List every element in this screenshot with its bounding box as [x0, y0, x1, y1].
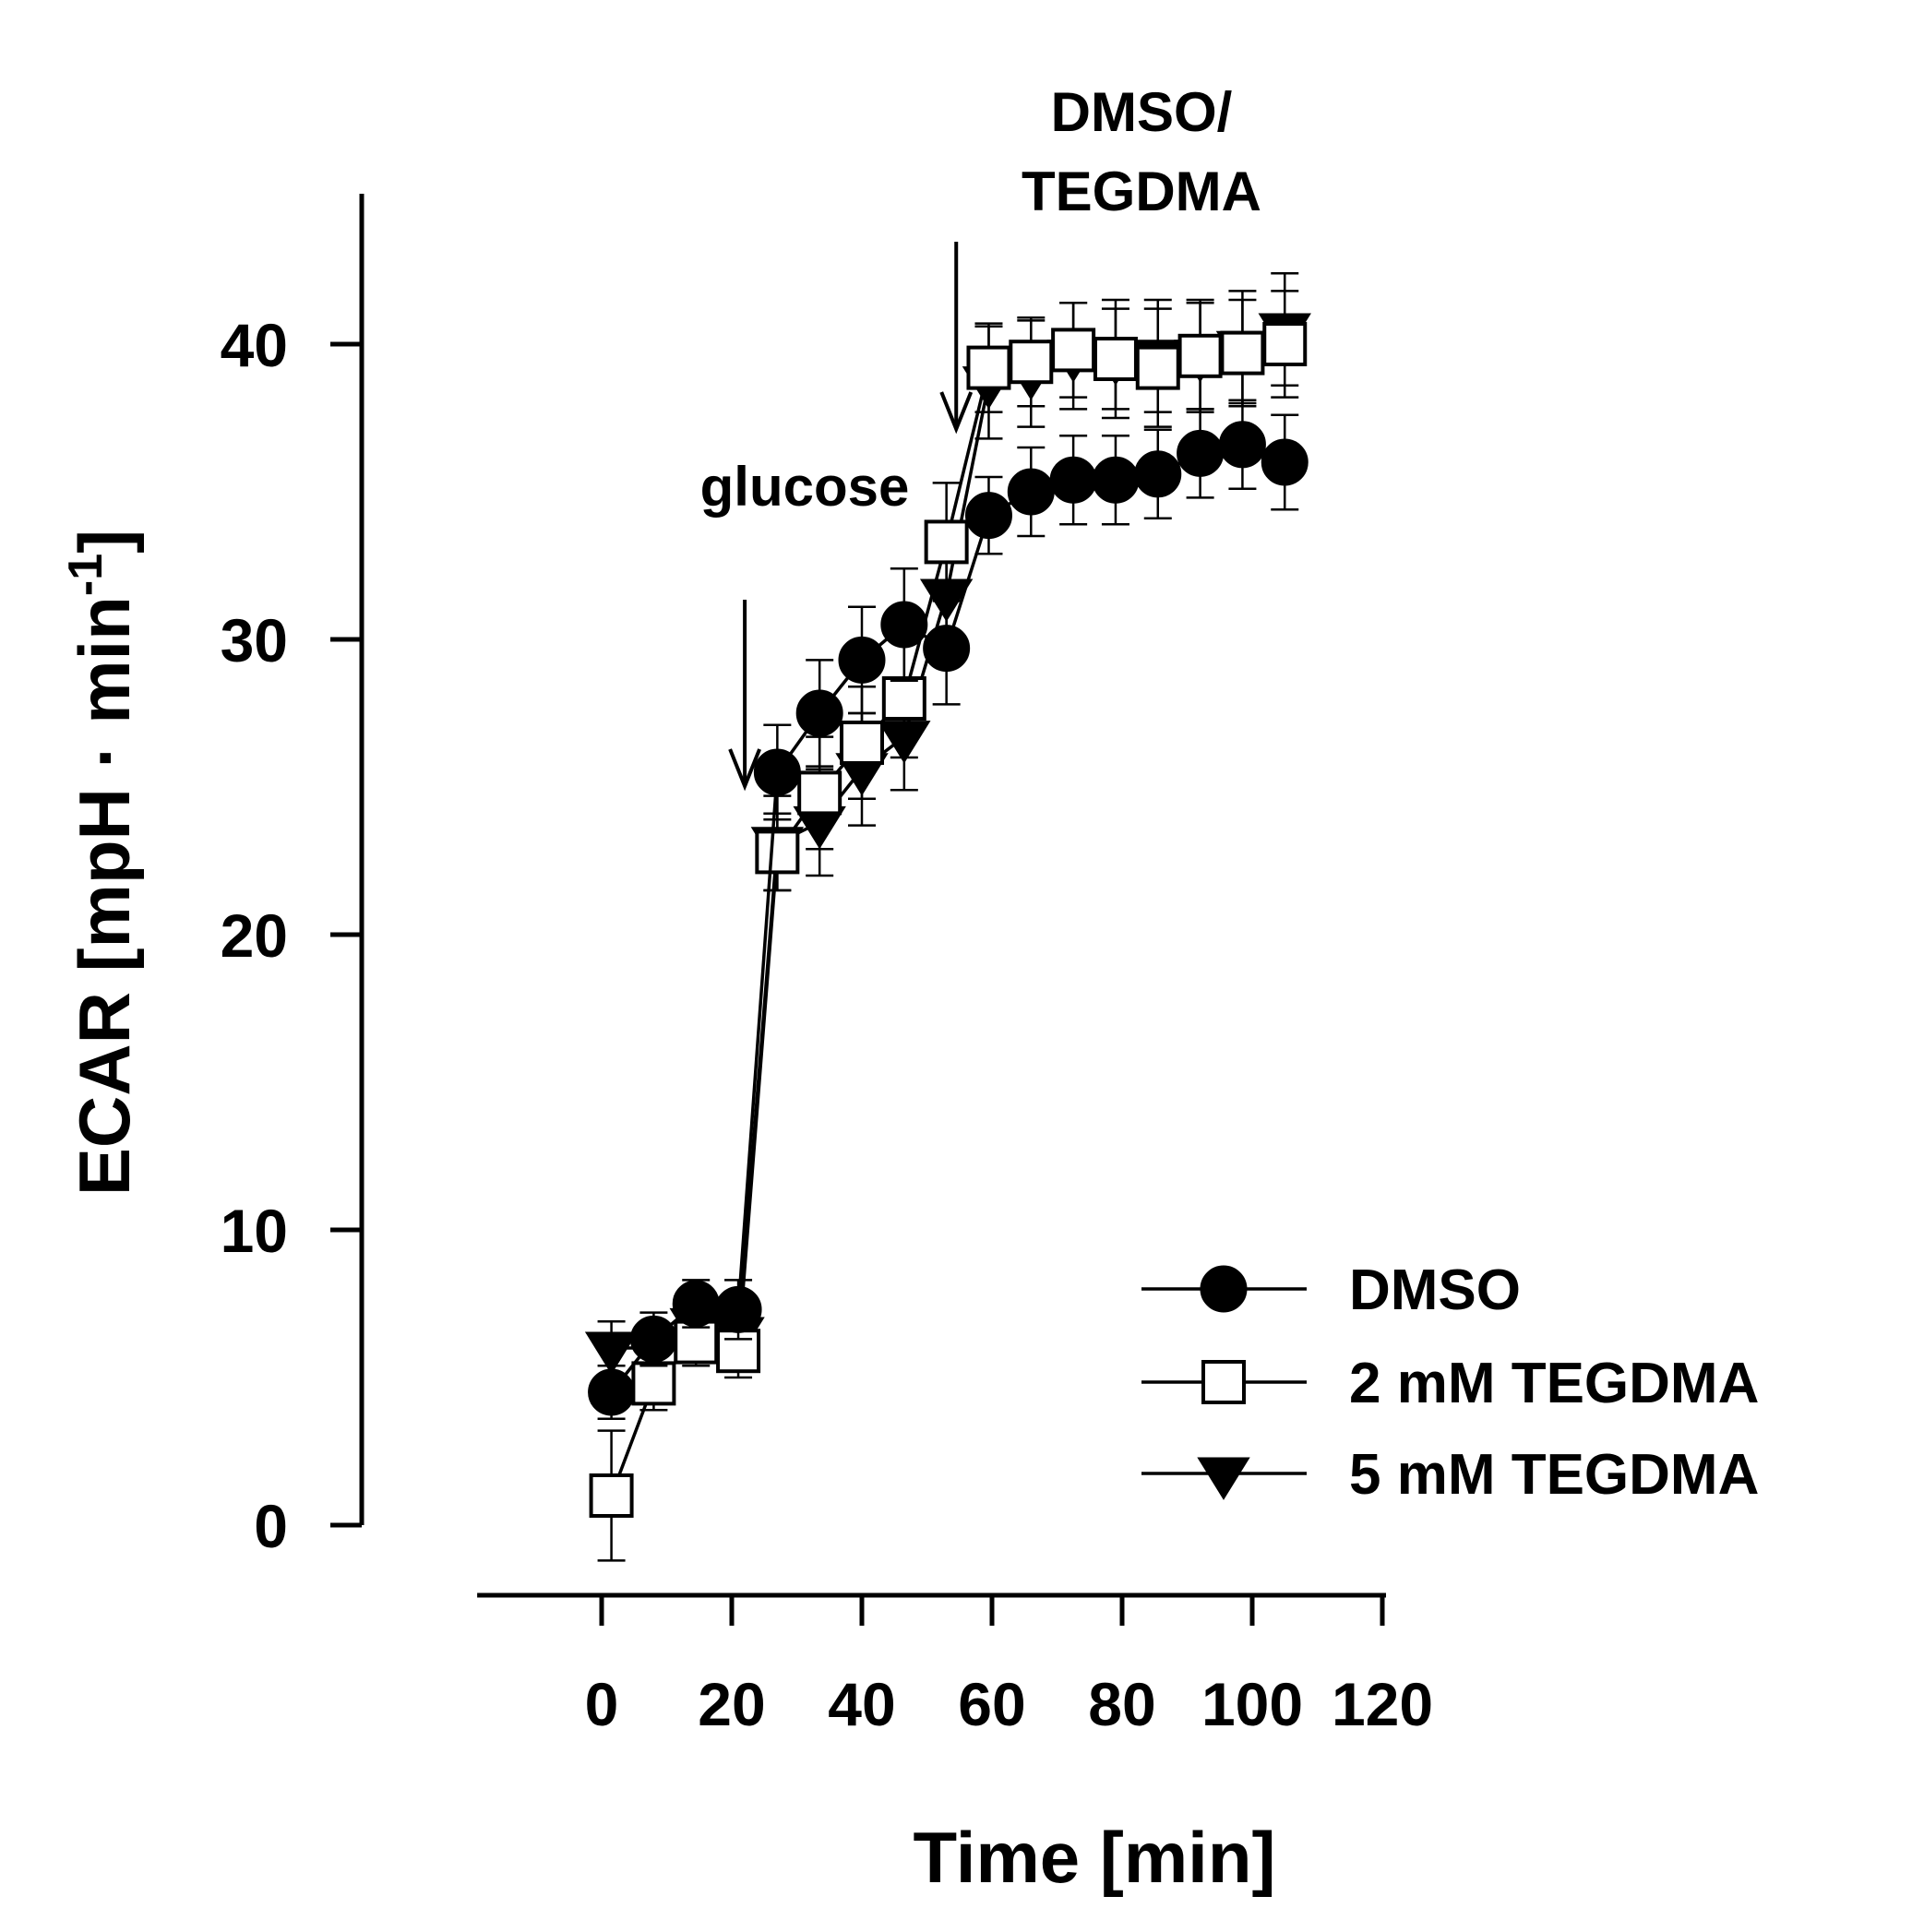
- axes: 0 10 20 30 40 0 20 40 60 80 100 120 Time [min] ECAR […: [59, 194, 1433, 1898]
- y-tick-label: 10: [221, 1197, 288, 1265]
- data-point-dmso: [923, 625, 971, 673]
- data-point-dmso: [753, 748, 801, 796]
- annotation-treatment-label: TEGDMA: [1022, 161, 1261, 222]
- x-tick-label: 60: [958, 1670, 1025, 1738]
- annotations: glucose DMSO/TEGDMA: [700, 81, 1261, 792]
- data-point-2-mm-tegdma: [966, 345, 1011, 390]
- legend-label-dmso: DMSO: [1349, 1258, 1521, 1322]
- data-point-dmso: [838, 636, 886, 684]
- x-tick-label: 80: [1088, 1670, 1155, 1738]
- x-tick-label: 100: [1201, 1670, 1303, 1738]
- x-tick-label: 20: [698, 1670, 765, 1738]
- y-tick-label: 20: [221, 901, 288, 970]
- legend-label-5-mm-tegdma: 5 mM TEGDMA: [1349, 1443, 1759, 1507]
- data-point-dmso: [672, 1280, 720, 1328]
- y-tick-label: 0: [254, 1492, 288, 1560]
- x-axis-title: Time [min]: [914, 1817, 1276, 1898]
- legend-marker-dmso: [1200, 1265, 1248, 1313]
- legend-entry-dmso: DMSO: [1141, 1258, 1521, 1322]
- data-point-dmso: [1177, 429, 1225, 477]
- y-axis-title-close: ]: [64, 530, 145, 554]
- data-point-2-mm-tegdma: [1262, 322, 1308, 366]
- data-point-2-mm-tegdma: [797, 770, 842, 816]
- annotation-glucose-arrow: [728, 600, 761, 792]
- data-point-2-mm-tegdma: [1051, 328, 1096, 373]
- annotation-treatment-label: DMSO/: [1051, 81, 1233, 143]
- legend-entry-2-mm-tegdma: 2 mM TEGDMA: [1141, 1352, 1759, 1415]
- y-axis-title-main: ECAR [mpH · min: [64, 596, 145, 1196]
- data-point-2-mm-tegdma: [840, 721, 884, 765]
- data-point-dmso: [1261, 438, 1309, 486]
- data-point-2-mm-tegdma: [589, 1473, 634, 1518]
- y-tick-label: 40: [221, 311, 288, 379]
- data-point-2-mm-tegdma: [881, 676, 926, 721]
- legend: DMSO 2 mM TEGDMA 5 mM TEGDMA: [1141, 1258, 1759, 1507]
- legend-marker-2-mm-tegdma: [1201, 1360, 1246, 1404]
- legend-label-2-mm-tegdma: 2 mM TEGDMA: [1349, 1352, 1759, 1415]
- data-point-dmso: [714, 1285, 762, 1333]
- y-axis-title-superscript: -1: [59, 554, 113, 596]
- series-2-mm-tegdma: [589, 290, 1308, 1562]
- legend-marker-5-mm-tegdma: [1197, 1457, 1250, 1500]
- data-point-dmso: [1134, 450, 1182, 498]
- data-point-2-mm-tegdma: [1135, 345, 1180, 390]
- annotation-treatment-arrow-head: [939, 391, 974, 435]
- data-point-dmso: [880, 601, 928, 649]
- annotation-treatment-arrow: [939, 242, 974, 435]
- series: [584, 271, 1311, 1562]
- data-point-2-mm-tegdma: [1177, 333, 1223, 378]
- data-point-2-mm-tegdma: [1093, 337, 1138, 381]
- data-point-dmso: [588, 1368, 636, 1416]
- data-point-dmso: [1218, 421, 1266, 469]
- data-point-dmso: [1049, 456, 1097, 504]
- annotation-glucose-label: glucose: [700, 456, 910, 518]
- data-point-2-mm-tegdma: [631, 1361, 676, 1406]
- data-point-2-mm-tegdma: [1009, 340, 1054, 385]
- legend-entry-5-mm-tegdma: 5 mM TEGDMA: [1141, 1443, 1759, 1507]
- y-tick-label: 30: [221, 606, 288, 674]
- data-point-dmso: [1007, 468, 1055, 516]
- x-tick-label: 0: [585, 1670, 619, 1738]
- data-point-dmso: [1092, 456, 1140, 504]
- data-point-5-mm-tegdma: [584, 1331, 639, 1375]
- data-point-2-mm-tegdma: [674, 1319, 719, 1365]
- y-axis-title: ECAR [mpH · min-1]: [59, 530, 145, 1196]
- data-point-dmso: [964, 492, 1012, 540]
- series-dmso: [588, 399, 1309, 1421]
- annotation-glucose-arrow-head: [728, 748, 761, 792]
- data-point-2-mm-tegdma: [755, 829, 800, 875]
- data-point-2-mm-tegdma: [1220, 330, 1265, 376]
- data-point-dmso: [795, 689, 843, 737]
- x-tick-label: 40: [828, 1670, 895, 1738]
- data-point-2-mm-tegdma: [924, 519, 969, 565]
- x-tick-label: 120: [1332, 1670, 1433, 1738]
- data-point-dmso: [629, 1315, 677, 1363]
